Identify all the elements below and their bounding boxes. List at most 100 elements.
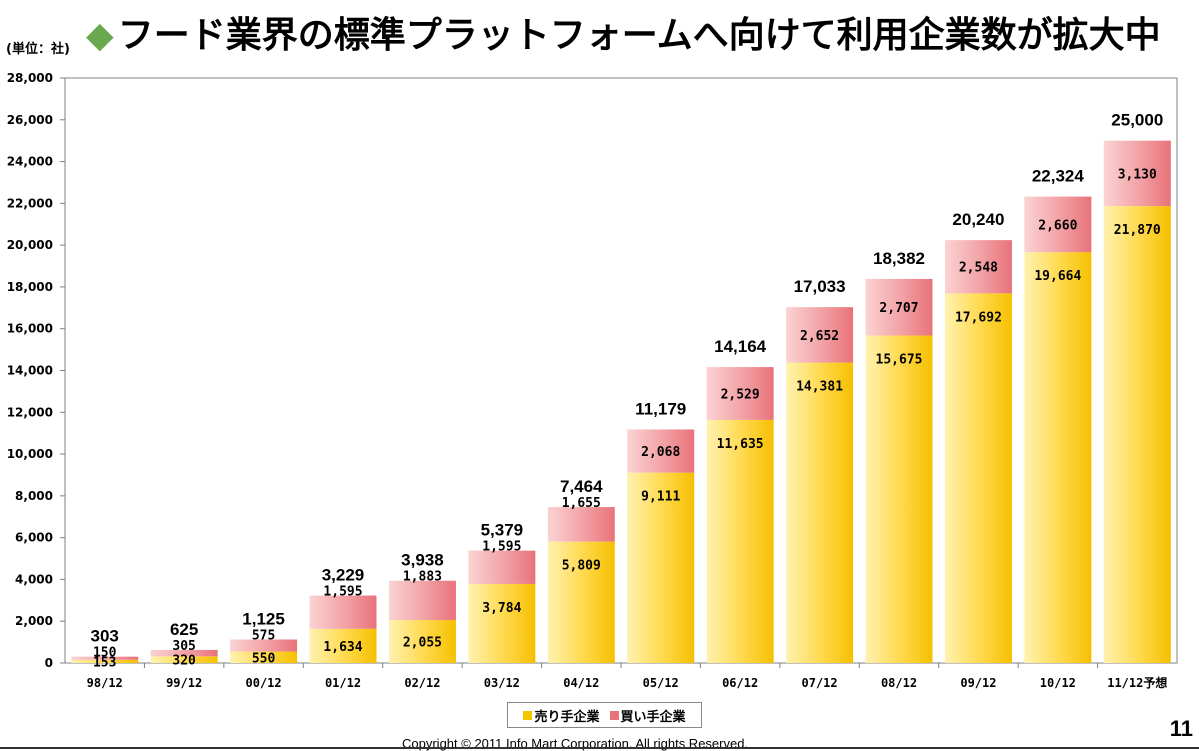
- x-tick-label: 08/12: [881, 676, 917, 690]
- page-number: 11: [1169, 716, 1193, 741]
- bar-seller: [547, 541, 615, 663]
- data-label-total: 1,125: [242, 609, 285, 628]
- data-label-buyer: 2,068: [641, 445, 680, 460]
- y-tick-label: 4,000: [15, 572, 53, 586]
- axis-layer: 0 2,000 4,000 6,000 8,000 10,000 12,000 14,000 1…: [7, 71, 1168, 690]
- x-tick-label: 98/12: [87, 676, 123, 690]
- bar-seller: [1024, 252, 1092, 664]
- unit-label: (単位：社): [6, 42, 70, 57]
- page-title: ◆ フード業界の標準プラットフォームへ向けて利用企業数が拡大中: [86, 6, 1161, 58]
- bar-seller: [786, 362, 854, 663]
- y-tick-label: 12,000: [7, 405, 53, 419]
- x-tick-label: 11/12予想: [1107, 675, 1167, 690]
- bar-buyer: [1024, 196, 1092, 253]
- data-label-buyer: 150: [93, 646, 117, 661]
- data-label-total: 3,938: [401, 551, 444, 570]
- x-tick-label: 05/12: [643, 676, 679, 690]
- x-tick-label: 06/12: [722, 676, 758, 690]
- bar-seller: [230, 651, 298, 663]
- bar-buyer: [706, 367, 774, 420]
- data-label-seller: 2,055: [403, 636, 442, 651]
- data-label-seller: 11,635: [717, 437, 764, 452]
- data-label-seller: 5,809: [562, 559, 601, 574]
- y-tick-label: 6,000: [15, 531, 53, 545]
- bar-buyer: [865, 278, 933, 336]
- y-tick-label: 22,000: [7, 196, 53, 210]
- y-tick-label: 16,000: [7, 322, 53, 336]
- bar-buyer: [468, 550, 536, 584]
- data-label-seller: 320: [172, 654, 196, 669]
- bar-buyer: [547, 507, 615, 542]
- bar-seller: [468, 583, 536, 663]
- data-label-seller: 550: [252, 651, 276, 666]
- bar-seller: [388, 620, 456, 663]
- legend-swatch-seller: [523, 710, 533, 720]
- bar-seller: [71, 659, 139, 663]
- data-label-seller: 3,784: [482, 601, 521, 616]
- data-label-total: 7,464: [560, 477, 603, 496]
- bar-seller: [150, 656, 218, 663]
- x-tick-label: 03/12: [484, 676, 520, 690]
- data-label-buyer: 1,595: [482, 540, 521, 555]
- label-layer: 1531503033203056255505751,1251,6341,5953…: [91, 111, 1164, 671]
- stacked-bar-chart: 0 2,000 4,000 6,000 8,000 10,000 12,000 14,000 1…: [7, 71, 1178, 690]
- x-tick-label: 01/12: [325, 676, 361, 690]
- legend-swatch-buyer: [609, 710, 619, 720]
- bar-seller: [1103, 206, 1171, 663]
- chart-legend: 売り手企業 買い手企業: [507, 702, 702, 728]
- data-label-total: 17,033: [794, 277, 846, 296]
- page-title-text: フード業界の標準プラットフォームへ向けて利用企業数が拡大中: [117, 15, 1161, 56]
- data-label-buyer: 1,595: [323, 585, 362, 600]
- data-label-buyer: 2,548: [959, 261, 998, 276]
- data-label-total: 25,000: [1111, 111, 1163, 130]
- bar-buyer: [71, 656, 139, 660]
- bar-buyer: [1103, 140, 1171, 207]
- data-label-total: 22,324: [1032, 167, 1085, 186]
- y-tick-label: 8,000: [15, 489, 53, 503]
- legend-label-buyer: 買い手企業: [620, 709, 686, 725]
- bar-buyer: [388, 580, 456, 621]
- bar-buyer: [627, 429, 695, 473]
- data-label-buyer: 305: [172, 639, 195, 654]
- data-label-total: 18,382: [873, 249, 925, 268]
- data-label-seller: 17,692: [955, 310, 1002, 325]
- data-label-total: 3,229: [322, 566, 365, 585]
- diamond-icon: ◆: [86, 15, 114, 56]
- y-tick-label: 28,000: [7, 71, 53, 85]
- x-tick-label: 07/12: [802, 676, 838, 690]
- bar-seller: [706, 419, 774, 663]
- x-tick-label: 04/12: [563, 676, 599, 690]
- data-label-seller: 15,675: [876, 353, 923, 368]
- data-label-seller: 9,111: [641, 490, 680, 505]
- bar-seller: [865, 335, 933, 663]
- bar-buyer: [786, 307, 854, 363]
- data-label-total: 625: [170, 620, 198, 639]
- data-label-buyer: 1,883: [403, 570, 442, 585]
- data-label-total: 5,379: [481, 521, 524, 540]
- data-label-buyer: 2,707: [879, 301, 918, 316]
- x-tick-label: 02/12: [404, 676, 440, 690]
- legend-item-buyer: 買い手企業: [609, 706, 686, 725]
- data-label-total: 303: [91, 627, 119, 646]
- x-tick-label: 09/12: [960, 676, 996, 690]
- y-tick-label: 18,000: [7, 280, 53, 294]
- x-tick-label: 10/12: [1040, 676, 1076, 690]
- data-label-seller: 153: [93, 655, 116, 670]
- bar-layer: [71, 140, 1171, 664]
- footer-divider: [0, 747, 1199, 749]
- bar-seller: [309, 628, 377, 663]
- data-label-buyer: 2,529: [721, 387, 760, 402]
- data-label-buyer: 3,130: [1118, 167, 1157, 182]
- bar-buyer: [150, 649, 218, 657]
- bar-buyer: [230, 639, 298, 652]
- bar-seller: [944, 293, 1012, 663]
- y-tick-label: 24,000: [7, 155, 53, 169]
- data-label-seller: 19,664: [1034, 269, 1081, 284]
- data-label-seller: 14,381: [796, 380, 843, 395]
- bar-buyer: [309, 595, 377, 629]
- data-label-total: 14,164: [714, 337, 767, 356]
- data-label-buyer: 575: [252, 628, 275, 643]
- y-tick-label: 0: [45, 656, 53, 670]
- data-label-total: 11,179: [635, 399, 686, 418]
- legend-item-seller: 売り手企業: [523, 706, 600, 725]
